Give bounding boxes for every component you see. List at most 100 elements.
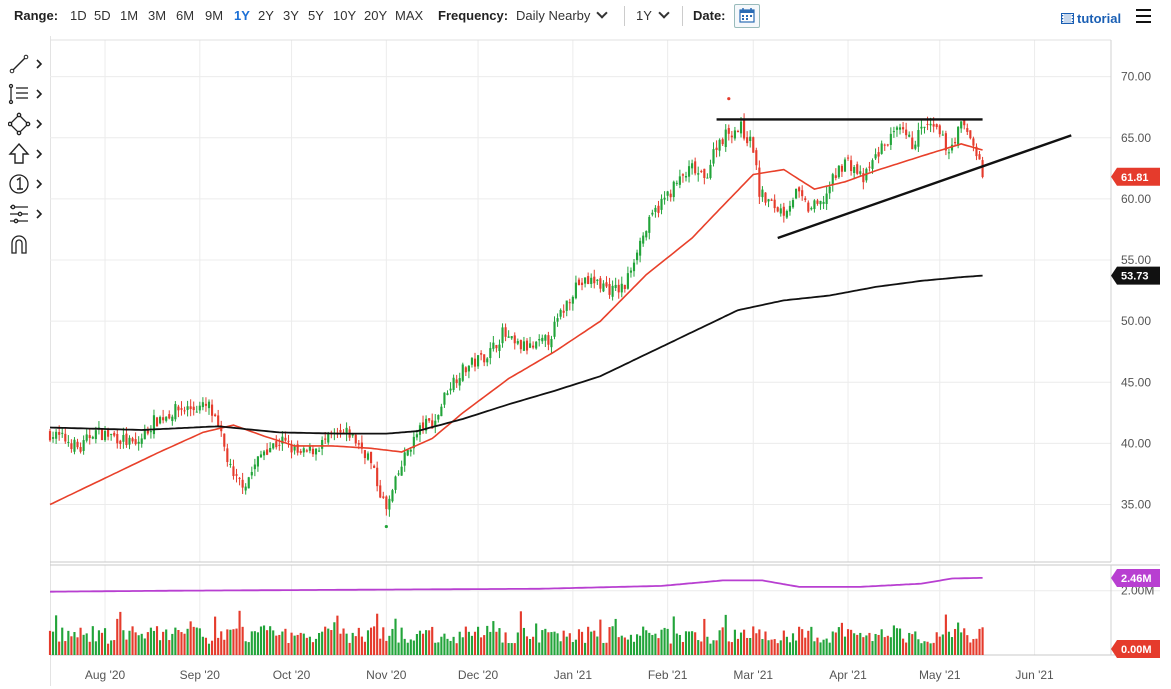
candle-body (168, 414, 171, 419)
volume-bar (868, 632, 871, 655)
range-9m[interactable]: 9M (205, 8, 224, 23)
range-1m[interactable]: 1M (120, 8, 139, 23)
candle-body (733, 130, 736, 139)
tutorial-link[interactable]: tutorial (1061, 11, 1121, 26)
candle-body (850, 160, 853, 172)
range-3m[interactable]: 3M (148, 8, 167, 23)
candle-body (67, 441, 70, 443)
volume-bar (107, 643, 110, 655)
volume-bar (201, 636, 204, 655)
candle-body (874, 154, 877, 159)
range-1d[interactable]: 1D (70, 8, 87, 23)
candle-body (409, 449, 412, 452)
volume-bar (666, 628, 669, 655)
volume-bar (88, 641, 91, 655)
range-20y[interactable]: 20Y (364, 8, 388, 23)
volume-bar (373, 626, 376, 655)
candle-body (571, 296, 574, 304)
volume-bar (302, 633, 305, 655)
volume-bar (501, 642, 504, 655)
line-draw-icon (9, 54, 29, 74)
volume-bar (425, 630, 428, 655)
volume-bar (718, 630, 721, 655)
candle-body (55, 431, 58, 439)
range-5y[interactable]: 5Y (308, 8, 324, 23)
candle-body (305, 450, 308, 452)
candle-body (363, 450, 367, 458)
volume-bars (48, 610, 984, 655)
volume-bar (382, 627, 385, 655)
volume-bar (559, 641, 562, 655)
volume-bar (217, 637, 220, 655)
volume-bar (290, 632, 293, 655)
trendline (777, 134, 1072, 240)
tool-shapes[interactable] (8, 112, 46, 136)
candle-body (755, 150, 758, 166)
tool-line[interactable] (8, 52, 46, 76)
candle-body (259, 454, 263, 458)
volume-bar (972, 639, 975, 655)
number-marker-icon (9, 174, 29, 194)
chart-grid (50, 40, 1160, 655)
range-5d[interactable]: 5D (94, 8, 111, 23)
volume-bar (706, 636, 709, 655)
volume-bar (259, 626, 263, 655)
volume-bar (678, 634, 681, 655)
volume-average-line (50, 577, 983, 593)
candle-body (632, 262, 636, 272)
hamburger-menu-icon[interactable] (1136, 9, 1151, 23)
tool-magnet[interactable] (8, 232, 46, 256)
range-2y[interactable]: 2Y (258, 8, 274, 23)
volume-bar (669, 643, 672, 655)
candle-body (452, 377, 455, 390)
volume-bar (492, 621, 495, 655)
tool-measure[interactable] (8, 202, 46, 226)
candle-body (816, 200, 819, 204)
volume-bar (739, 632, 743, 655)
volume-bar (608, 627, 611, 655)
volume-bar (394, 618, 397, 655)
volume-bar (920, 643, 923, 655)
candle-body (804, 198, 807, 200)
range-3y[interactable]: 3Y (283, 8, 299, 23)
volume-tick-label: 2.00M (1121, 584, 1154, 598)
candle-body (385, 496, 388, 510)
candle-body (226, 448, 229, 463)
volume-bar (366, 630, 370, 655)
range-10y[interactable]: 10Y (333, 8, 357, 23)
calendar-icon[interactable] (734, 4, 760, 28)
range-1y[interactable]: 1Y (234, 8, 250, 23)
candle-body (623, 284, 626, 289)
candle-body (895, 127, 899, 130)
range-max[interactable]: MAX (395, 8, 424, 23)
volume-bar (944, 614, 947, 655)
volume-bar (565, 636, 568, 655)
volume-bar (623, 637, 626, 655)
candle-body (299, 451, 302, 453)
tool-fibonacci[interactable] (8, 82, 46, 106)
period-dropdown[interactable]: 1Y (636, 7, 670, 23)
volume-bar (281, 631, 284, 655)
volume-bar (917, 639, 920, 655)
candle-body (620, 283, 623, 293)
volume-bar (782, 630, 785, 655)
candle-body (898, 127, 902, 130)
volume-bar (700, 641, 703, 655)
volume-bar (140, 633, 143, 655)
candle-body (584, 277, 587, 284)
volume-bar (727, 641, 730, 655)
candle-body (327, 432, 330, 443)
candle-body (201, 402, 204, 408)
volume-bar (155, 626, 159, 655)
candle-body (635, 252, 639, 261)
candle-body (415, 434, 418, 438)
range-6m[interactable]: 6M (176, 8, 195, 23)
volume-bar (580, 631, 584, 655)
candle-body (929, 123, 932, 126)
candle-body (944, 133, 947, 151)
tool-arrow[interactable] (8, 142, 46, 166)
tool-number-marker[interactable] (8, 172, 46, 196)
shapes-icon (8, 112, 31, 136)
frequency-dropdown[interactable]: Daily Nearby (516, 7, 609, 23)
